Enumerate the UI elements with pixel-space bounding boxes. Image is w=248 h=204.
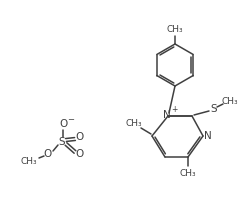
Text: CH₃: CH₃ (21, 157, 37, 166)
Text: −: − (67, 115, 74, 124)
Text: O: O (59, 119, 67, 129)
Text: O: O (76, 132, 84, 142)
Text: CH₃: CH₃ (126, 119, 142, 128)
Text: N: N (163, 110, 171, 120)
Text: CH₃: CH₃ (222, 98, 238, 106)
Text: N: N (204, 131, 212, 141)
Text: +: + (171, 105, 177, 114)
Text: O: O (76, 149, 84, 159)
Text: CH₃: CH₃ (180, 169, 196, 177)
Text: CH₃: CH₃ (167, 24, 183, 33)
Text: O: O (44, 149, 52, 159)
Text: S: S (59, 137, 65, 147)
Text: S: S (211, 104, 217, 114)
